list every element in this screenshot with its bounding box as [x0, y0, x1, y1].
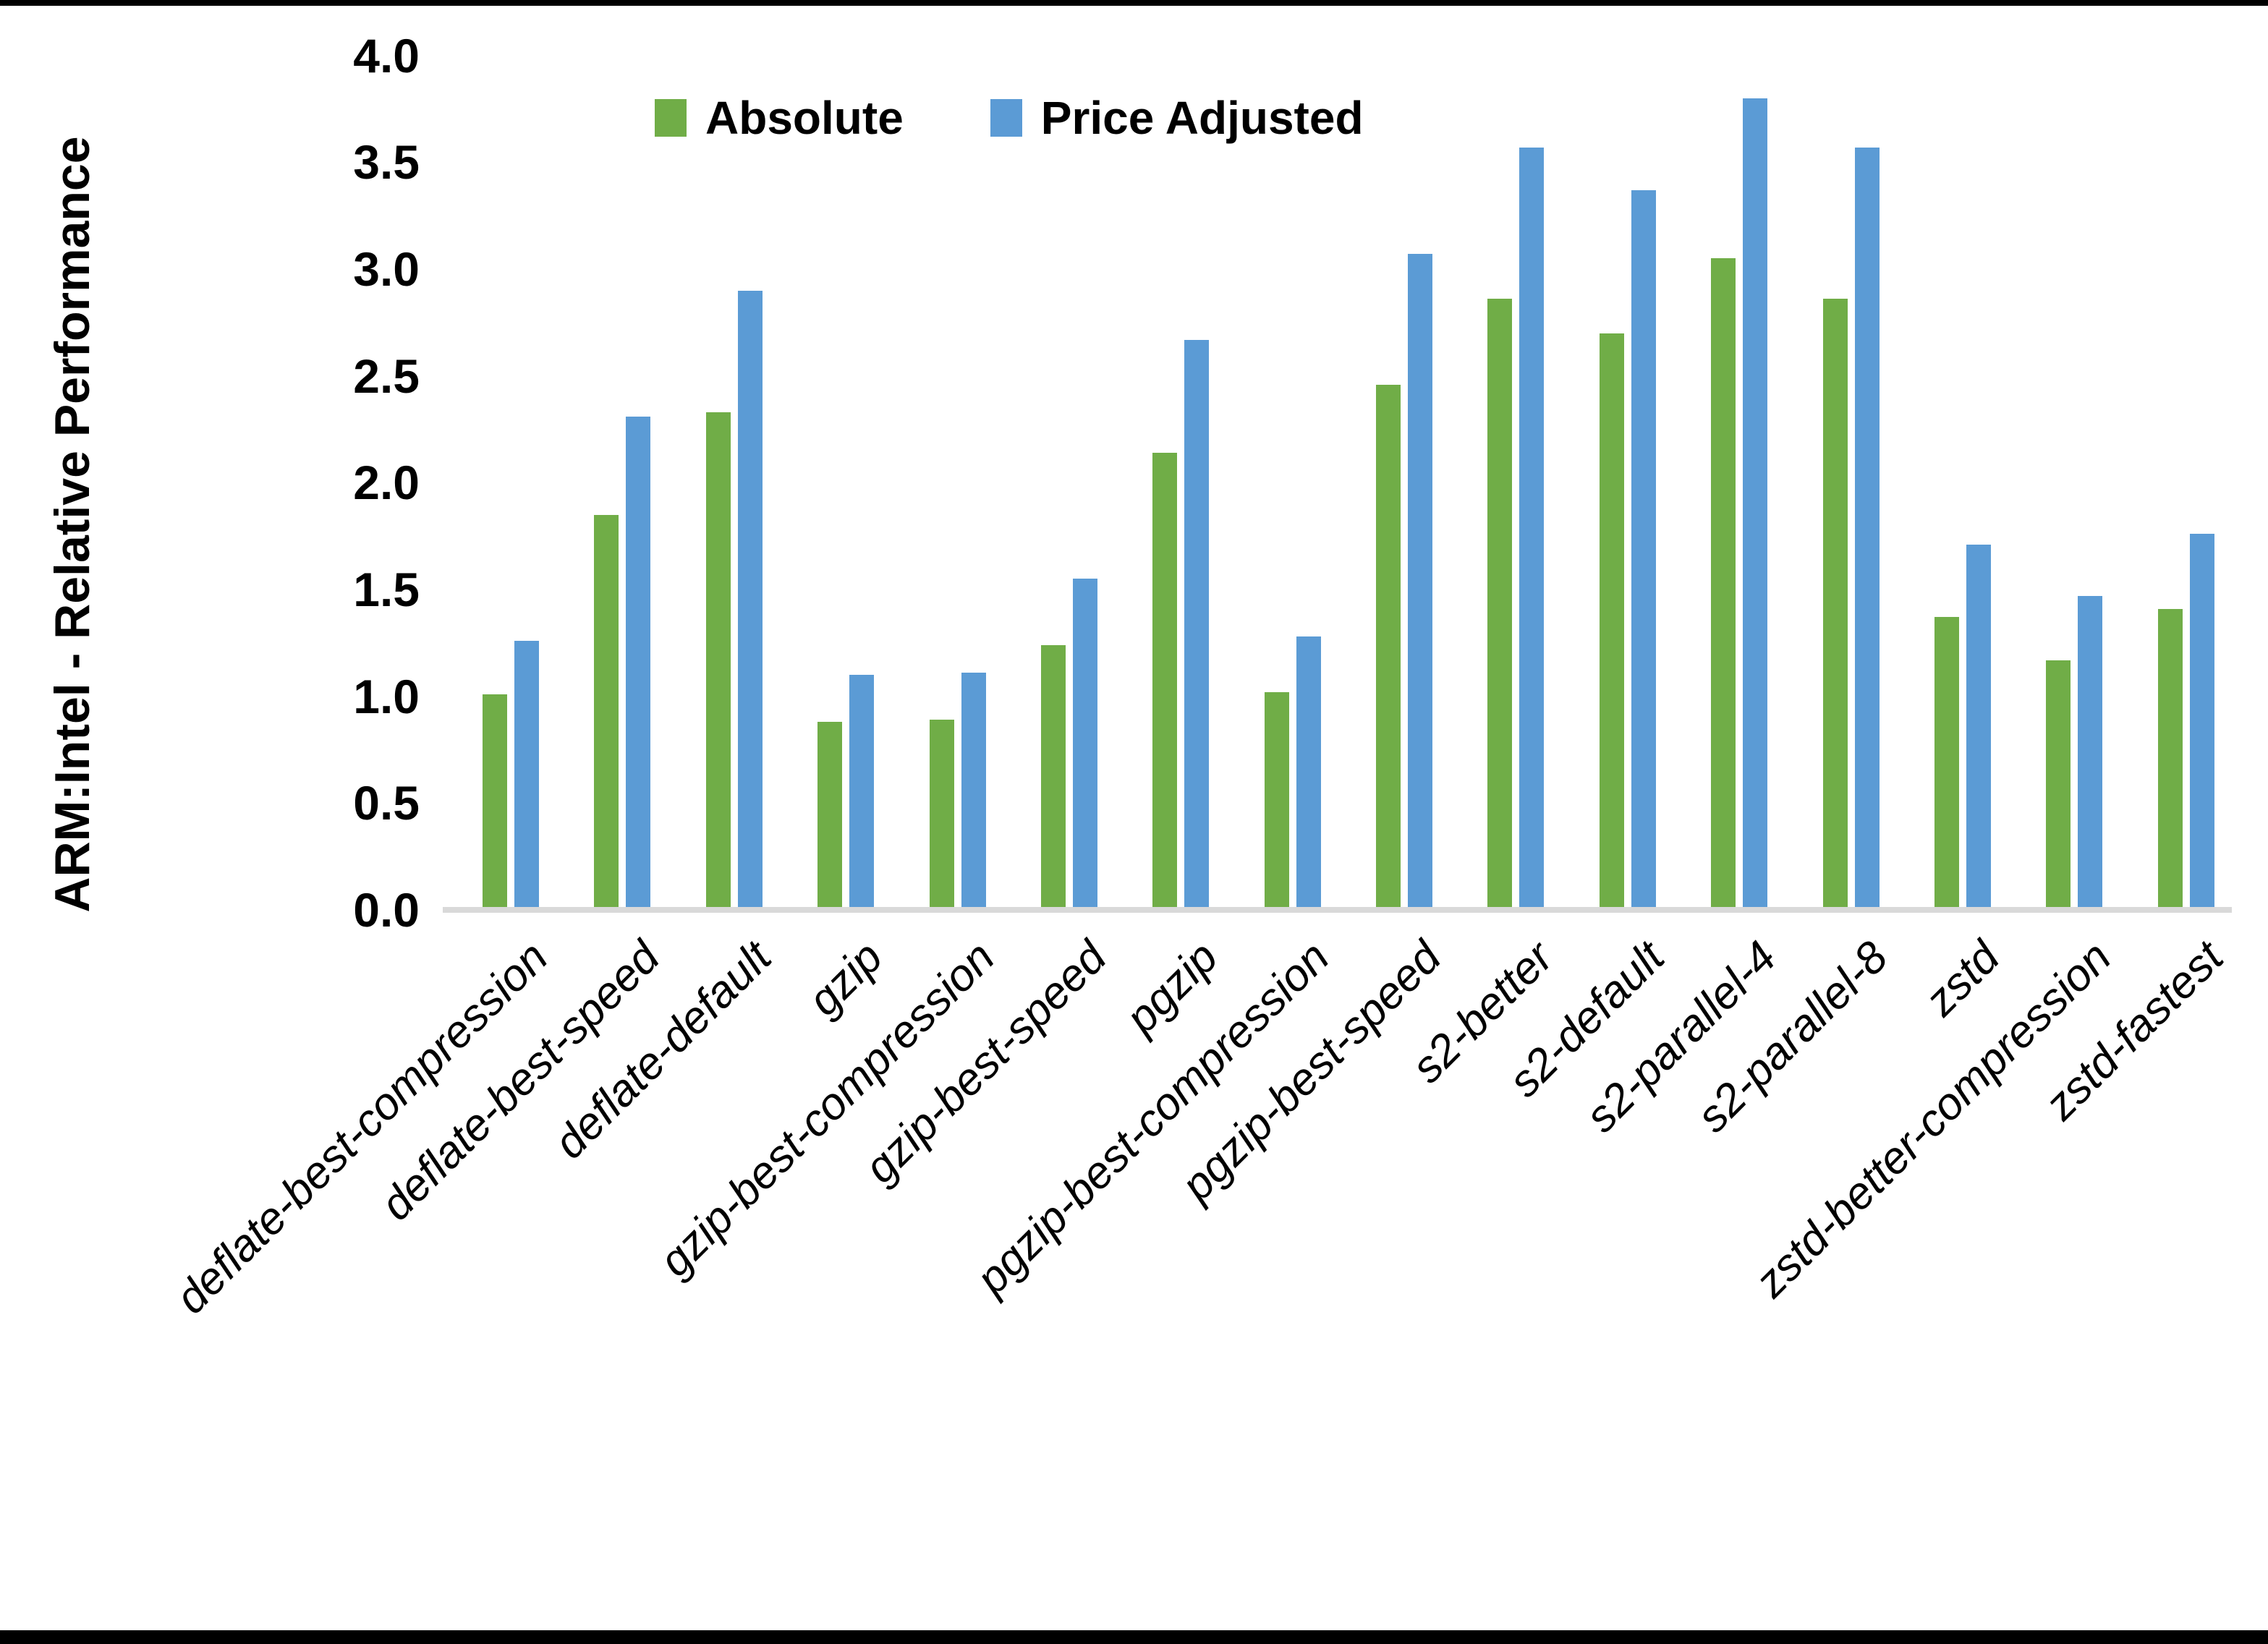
- bar-absolute-s2-parallel-4: [1711, 258, 1736, 910]
- x-axis-line: [443, 907, 2232, 913]
- bar-absolute-deflate-best-compression: [483, 694, 507, 910]
- x-axis-label: s2-parallel-4: [1576, 932, 1786, 1142]
- legend-label-price-adjusted: Price Adjusted: [1040, 92, 1364, 144]
- y-axis-tick: 0.0: [353, 883, 420, 937]
- y-axis-tick: 2.5: [353, 349, 420, 403]
- bar-absolute-pgzip-best-speed: [1376, 384, 1401, 910]
- bar-absolute-gzip: [817, 722, 843, 910]
- y-axis-tick: 3.5: [353, 135, 420, 189]
- bar-absolute-gzip-best-speed: [1040, 644, 1066, 910]
- bar-price-adjusted-zstd-better-compression: [2078, 595, 2103, 910]
- x-axis-label: zstd-fastest: [2035, 932, 2233, 1130]
- bar-absolute-gzip-best-compression: [929, 720, 954, 910]
- x-axis-label: pgzip: [1116, 932, 1228, 1044]
- bar-absolute-deflate-best-speed: [594, 514, 619, 910]
- bar-absolute-s2-parallel-8: [1822, 299, 1848, 910]
- bar-absolute-s2-default: [1599, 333, 1624, 910]
- legend-swatch-price-adjusted: [990, 99, 1022, 137]
- bar-absolute-zstd-fastest: [2157, 608, 2183, 910]
- top-border-line: [0, 0, 2268, 6]
- plot-area: [445, 0, 2232, 910]
- bar-price-adjusted-gzip: [849, 675, 875, 910]
- bar-price-adjusted-s2-better: [1519, 147, 1545, 910]
- x-axis-label: s2-parallel-8: [1687, 932, 1898, 1142]
- x-axis-label: pgzip-best-speed: [1172, 932, 1451, 1211]
- bar-price-adjusted-deflate-best-speed: [626, 416, 651, 910]
- legend-item-price-adjusted: Price Adjusted: [990, 91, 1364, 145]
- y-axis-tick: 3.0: [353, 242, 420, 297]
- bar-price-adjusted-s2-default: [1631, 189, 1656, 910]
- x-axis-label: gzip-best-speed: [854, 932, 1116, 1193]
- x-axis-label: gzip: [799, 932, 893, 1026]
- bar-absolute-s2-better: [1487, 299, 1513, 910]
- bar-price-adjusted-gzip-best-compression: [961, 673, 986, 910]
- x-axis-label: deflate-default: [544, 932, 781, 1169]
- legend: Absolute Price Adjusted: [655, 91, 1364, 145]
- bar-absolute-deflate-default: [705, 412, 731, 910]
- y-axis-title: ARM:Intel - Relative Performance: [45, 136, 100, 913]
- x-axis-label: zstd-better-compression: [1746, 932, 2121, 1307]
- x-axis-label: s2-default: [1499, 932, 1675, 1107]
- x-axis-label: deflate-best-speed: [370, 932, 669, 1230]
- bar-price-adjusted-s2-parallel-4: [1743, 98, 1768, 910]
- x-axis-label: s2-better: [1402, 932, 1563, 1093]
- bar-price-adjusted-pgzip-best-compression: [1296, 636, 1321, 910]
- y-axis-tick: 4.0: [353, 28, 420, 82]
- legend-item-absolute: Absolute: [655, 91, 904, 145]
- y-axis-tick: 2.0: [353, 456, 420, 510]
- bar-price-adjusted-deflate-best-compression: [514, 640, 539, 910]
- y-axis-tick: 1.5: [353, 563, 420, 617]
- bar-price-adjusted-zstd-fastest: [2189, 534, 2214, 910]
- x-axis-label: pgzip-best-compression: [967, 932, 1340, 1304]
- y-axis-tick: 0.5: [353, 776, 420, 830]
- bar-price-adjusted-pgzip-best-speed: [1408, 254, 1432, 910]
- bar-price-adjusted-deflate-default: [737, 290, 763, 910]
- legend-label-absolute: Absolute: [705, 92, 904, 144]
- bar-price-adjusted-s2-parallel-8: [1854, 147, 1880, 910]
- bar-absolute-zstd-better-compression: [2046, 660, 2071, 910]
- bar-price-adjusted-gzip-best-speed: [1072, 579, 1097, 910]
- y-axis-tick: 1.0: [353, 669, 420, 723]
- bar-price-adjusted-zstd: [1966, 545, 1991, 910]
- x-axis-label: zstd: [1916, 932, 2010, 1026]
- legend-swatch-absolute: [655, 99, 687, 137]
- x-axis-label: gzip-best-compression: [650, 932, 1004, 1287]
- bar-absolute-pgzip: [1152, 453, 1178, 910]
- bar-absolute-pgzip-best-compression: [1264, 691, 1289, 910]
- bar-absolute-zstd: [1934, 617, 1959, 910]
- bottom-border-line: [0, 1630, 2268, 1644]
- x-axis-label: deflate-best-compression: [166, 932, 558, 1324]
- bar-price-adjusted-pgzip: [1184, 339, 1210, 910]
